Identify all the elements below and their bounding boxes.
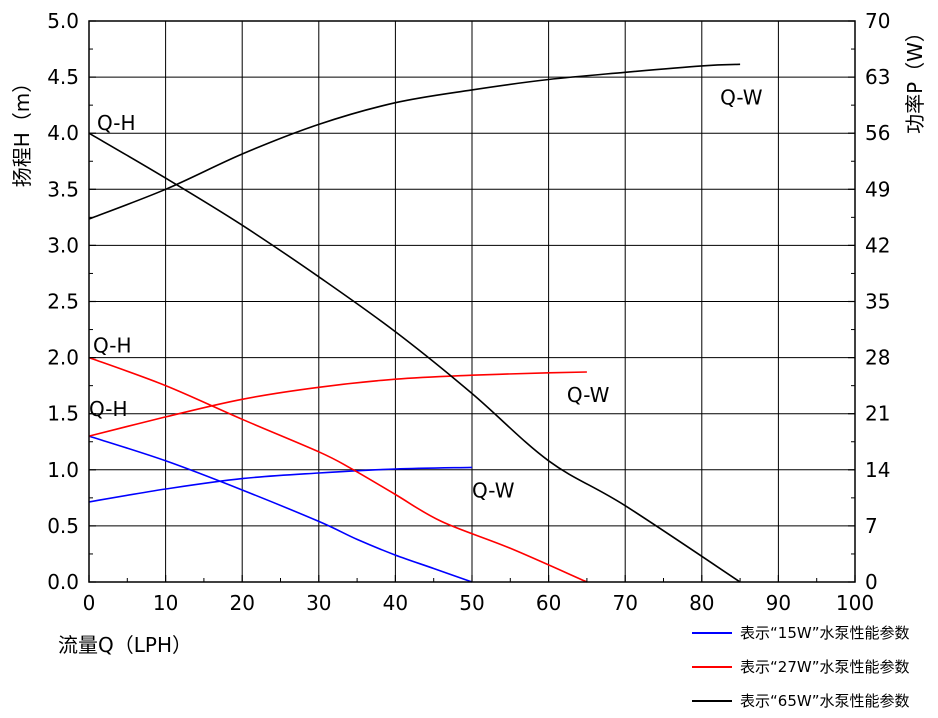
legend-entry-label: 表示“15W”水泵性能参数 [740, 624, 909, 642]
y-left-tick-label: 3.0 [47, 233, 79, 257]
y-right-tick-label: 7 [865, 514, 878, 538]
legend-entry-label: 表示“65W”水泵性能参数 [740, 692, 909, 710]
y-left-tick-label: 2.5 [47, 290, 79, 314]
x-tick-label: 70 [612, 591, 637, 615]
y-right-tick-label: 0 [865, 570, 878, 594]
x-tick-label: 20 [229, 591, 254, 615]
x-tick-label: 80 [689, 591, 714, 615]
y-right-tick-label: 14 [865, 458, 890, 482]
y-left-tick-label: 3.5 [47, 177, 79, 201]
x-tick-label: 30 [306, 591, 331, 615]
x-tick-label: 90 [766, 591, 791, 615]
x-tick-label: 0 [83, 591, 96, 615]
x-tick-label: 10 [153, 591, 178, 615]
y-left-tick-label: 1.0 [47, 458, 79, 482]
y-right-tick-label: 28 [865, 346, 890, 370]
y-right-tick-label: 35 [865, 290, 890, 314]
curve-label-65w-qh: Q-H [97, 111, 136, 135]
y-right-tick-label: 42 [865, 233, 890, 257]
y-axis-right-label: 功率P（W） [903, 22, 927, 134]
y-right-tick-label: 63 [865, 65, 890, 89]
curve-label-27w-qh: Q-H [93, 334, 132, 358]
curve-label-27w-qw: Q-W [567, 383, 610, 407]
curve-label-15w-qh: Q-H [89, 397, 128, 421]
series-15w-qw-line [88, 466, 473, 503]
y-right-tick-label: 49 [865, 177, 890, 201]
y-right-tick-label: 21 [865, 402, 890, 426]
x-tick-label: 40 [383, 591, 408, 615]
y-right-tick-label: 70 [865, 9, 890, 33]
series-group [88, 63, 741, 583]
series-27w-qh-line [88, 356, 588, 583]
y-left-tick-label: 1.5 [47, 402, 79, 426]
y-left-tick-label: 4.5 [47, 65, 79, 89]
curve-label-15w-qw: Q-W [472, 478, 515, 502]
y-left-tick-label: 2.0 [47, 346, 79, 370]
series-27w-qw-line [88, 371, 587, 437]
curve-labels: Q-H Q-W Q-H Q-W Q-H Q-W [89, 85, 763, 502]
legend-entry-label: 表示“27W”水泵性能参数 [740, 658, 909, 676]
grid-lines [89, 21, 855, 582]
curve-label-65w-qw: Q-W [720, 85, 763, 109]
x-tick-label: 100 [836, 591, 874, 615]
y-left-tick-label: 4.0 [47, 121, 79, 145]
series-65w-qh-line [88, 132, 741, 583]
y-right-tick-label: 56 [865, 121, 890, 145]
y-left-tick-label: 5.0 [47, 9, 79, 33]
x-tick-label: 60 [536, 591, 561, 615]
y-left-tick-label: 0.5 [47, 514, 79, 538]
series-15w-qh-line [88, 435, 473, 583]
y-axis-left-label: 扬程H（m） [10, 73, 34, 188]
series-65w-qw-line [88, 63, 741, 220]
x-axis-label: 流量Q（LPH） [58, 633, 192, 657]
y-left-tick-label: 0.0 [47, 570, 79, 594]
x-tick-label: 50 [459, 591, 484, 615]
axis-ticks [88, 20, 856, 583]
